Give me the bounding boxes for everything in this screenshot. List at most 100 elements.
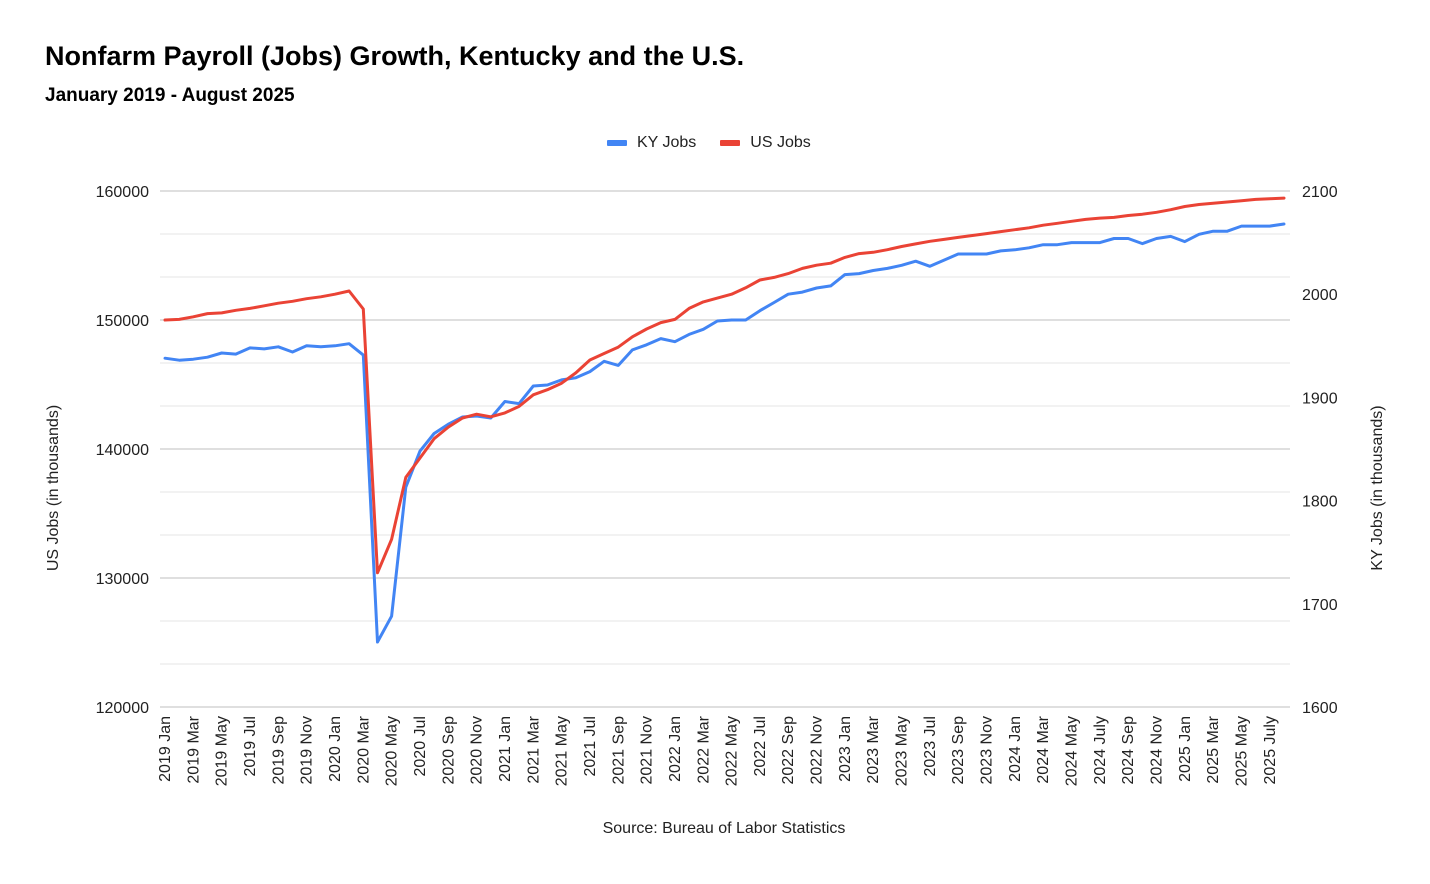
data-point-ky[interactable] <box>984 251 990 257</box>
data-point-ky[interactable] <box>1210 228 1216 234</box>
data-point-us[interactable] <box>1026 225 1032 231</box>
data-point-ky[interactable] <box>1125 235 1131 241</box>
data-point-us[interactable] <box>601 351 607 357</box>
data-point-ky[interactable] <box>700 326 706 332</box>
data-point-us[interactable] <box>1125 213 1131 219</box>
data-point-us[interactable] <box>785 271 791 277</box>
data-point-us[interactable] <box>544 387 550 393</box>
data-point-ky[interactable] <box>176 357 182 363</box>
data-point-us[interactable] <box>714 295 720 301</box>
data-point-us[interactable] <box>374 570 380 576</box>
data-point-us[interactable] <box>1069 218 1075 224</box>
data-point-ky[interactable] <box>587 369 593 375</box>
data-point-us[interactable] <box>969 233 975 239</box>
data-point-ky[interactable] <box>771 299 777 305</box>
data-point-ky[interactable] <box>502 399 508 405</box>
data-point-us[interactable] <box>502 410 508 416</box>
data-point-us[interactable] <box>1097 215 1103 221</box>
data-point-ky[interactable] <box>332 343 338 349</box>
data-point-ky[interactable] <box>1111 235 1117 241</box>
data-point-us[interactable] <box>1040 222 1046 228</box>
data-point-us[interactable] <box>247 305 253 311</box>
data-point-us[interactable] <box>318 294 324 300</box>
data-point-ky[interactable] <box>743 317 749 323</box>
data-point-us[interactable] <box>629 334 635 340</box>
data-point-us[interactable] <box>275 300 281 306</box>
data-point-us[interactable] <box>644 326 650 332</box>
data-point-ky[interactable] <box>828 283 834 289</box>
data-point-ky[interactable] <box>799 289 805 295</box>
data-point-us[interactable] <box>417 455 423 461</box>
data-point-ky[interactable] <box>615 362 621 368</box>
data-point-ky[interactable] <box>1083 240 1089 246</box>
data-point-ky[interactable] <box>219 350 225 356</box>
data-point-ky[interactable] <box>941 257 947 263</box>
data-point-ky[interactable] <box>757 308 763 314</box>
data-point-us[interactable] <box>360 306 366 312</box>
data-point-us[interactable] <box>658 320 664 326</box>
data-point-us[interactable] <box>913 241 919 247</box>
data-point-us[interactable] <box>941 236 947 242</box>
data-point-us[interactable] <box>771 274 777 280</box>
data-point-ky[interactable] <box>1224 228 1230 234</box>
data-point-us[interactable] <box>1168 207 1174 213</box>
data-point-us[interactable] <box>856 251 862 257</box>
data-point-us[interactable] <box>984 231 990 237</box>
data-point-us[interactable] <box>1281 195 1287 201</box>
data-point-ky[interactable] <box>1281 221 1287 227</box>
data-point-ky[interactable] <box>162 355 168 361</box>
data-point-ky[interactable] <box>842 272 848 278</box>
data-point-us[interactable] <box>559 380 565 386</box>
data-point-us[interactable] <box>757 277 763 283</box>
data-point-us[interactable] <box>190 314 196 320</box>
data-point-us[interactable] <box>1224 199 1230 205</box>
data-point-ky[interactable] <box>714 318 720 324</box>
data-point-us[interactable] <box>729 291 735 297</box>
data-point-ky[interactable] <box>1097 240 1103 246</box>
data-point-us[interactable] <box>615 344 621 350</box>
data-point-ky[interactable] <box>899 262 905 268</box>
data-point-us[interactable] <box>176 316 182 322</box>
data-point-ky[interactable] <box>247 345 253 351</box>
series-line-ky-jobs[interactable] <box>163 222 1286 644</box>
data-point-us[interactable] <box>700 299 706 305</box>
data-point-us[interactable] <box>1054 220 1060 226</box>
data-point-us[interactable] <box>955 234 961 240</box>
data-point-ky[interactable] <box>346 341 352 347</box>
data-point-us[interactable] <box>431 436 437 442</box>
data-point-us[interactable] <box>1210 200 1216 206</box>
data-point-us[interactable] <box>516 403 522 409</box>
data-point-ky[interactable] <box>389 613 395 619</box>
data-point-us[interactable] <box>927 238 933 244</box>
data-point-us[interactable] <box>530 392 536 398</box>
data-point-us[interactable] <box>403 474 409 480</box>
data-point-us[interactable] <box>204 311 210 317</box>
data-point-us[interactable] <box>261 303 267 309</box>
data-point-us[interactable] <box>828 260 834 266</box>
data-point-us[interactable] <box>1154 209 1160 215</box>
data-point-ky[interactable] <box>233 351 239 357</box>
data-point-us[interactable] <box>672 316 678 322</box>
data-point-ky[interactable] <box>913 258 919 264</box>
data-point-ky[interactable] <box>1040 242 1046 248</box>
data-point-us[interactable] <box>1182 203 1188 209</box>
data-point-us[interactable] <box>998 229 1004 235</box>
legend-item-us[interactable]: US Jobs <box>720 134 811 152</box>
data-point-ky[interactable] <box>1026 245 1032 251</box>
data-point-ky[interactable] <box>204 354 210 360</box>
data-point-ky[interactable] <box>190 356 196 362</box>
data-point-us[interactable] <box>1139 211 1145 217</box>
data-point-ky[interactable] <box>814 285 820 291</box>
data-point-ky[interactable] <box>686 331 692 337</box>
data-point-us[interactable] <box>842 254 848 260</box>
data-point-ky[interactable] <box>318 344 324 350</box>
data-point-us[interactable] <box>1012 227 1018 233</box>
data-point-us[interactable] <box>899 243 905 249</box>
data-point-ky[interactable] <box>1154 235 1160 241</box>
data-point-ky[interactable] <box>1182 239 1188 245</box>
data-point-us[interactable] <box>884 247 890 253</box>
data-point-ky[interactable] <box>672 339 678 345</box>
data-point-us[interactable] <box>1196 202 1202 208</box>
data-point-us[interactable] <box>573 370 579 376</box>
data-point-us[interactable] <box>346 288 352 294</box>
